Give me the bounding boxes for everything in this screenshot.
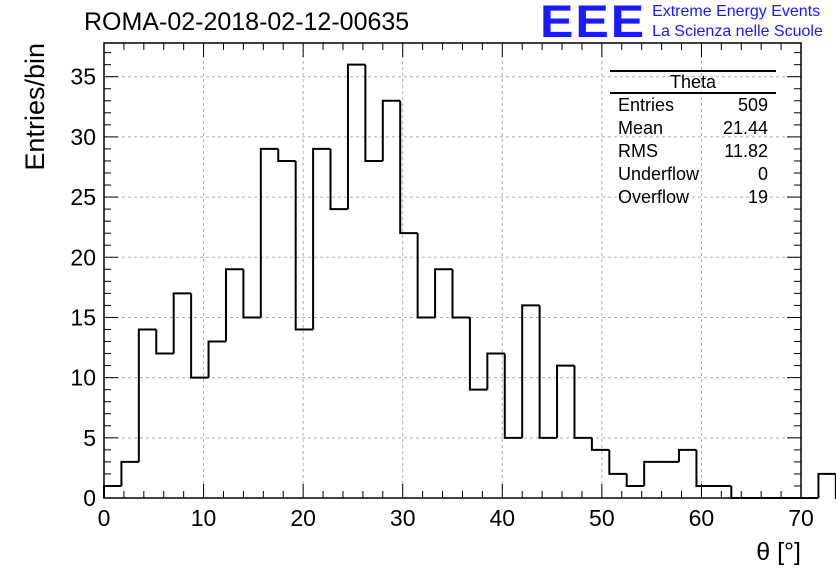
histogram-bin: [277, 148, 296, 162]
histogram-bin: [434, 268, 453, 318]
histogram-bin: [678, 448, 697, 462]
y-tick-label: 15: [70, 304, 96, 330]
histogram-bin: [590, 437, 610, 451]
stats-row-rms: RMS 11.82: [610, 140, 776, 163]
histogram-bin: [399, 100, 418, 235]
y-tick-label: 35: [70, 64, 96, 90]
histogram-bin: [521, 304, 540, 438]
histogram-bin: [503, 353, 523, 439]
logo-line-2: La Scienza nelle Scuole: [652, 23, 823, 40]
x-tick-label: 0: [98, 505, 111, 531]
y-tick-label: 10: [70, 365, 96, 391]
x-tick-label: 30: [390, 505, 416, 531]
eee-logo: EEE Extreme Energy Events La Scienza nel…: [540, 0, 823, 48]
logo-text: Extreme Energy Events La Scienza nelle S…: [652, 2, 823, 42]
stats-value: 509: [737, 95, 768, 115]
stats-box: Theta Entries 509 Mean 21.44 RMS 11.82 U…: [610, 70, 776, 209]
stats-row-mean: Mean 21.44: [610, 117, 776, 140]
y-tick-label: 30: [70, 124, 96, 150]
y-tick-label: 25: [70, 184, 96, 210]
histogram-bin: [608, 449, 627, 475]
histogram-bin: [625, 473, 645, 487]
histogram-bin: [137, 328, 157, 462]
x-tick-label: 40: [489, 505, 515, 531]
histogram-bin: [573, 365, 592, 439]
histogram-bin: [364, 64, 383, 162]
histogram-bin: [190, 293, 209, 379]
stats-label: Overflow: [618, 187, 690, 207]
stats-histogram-name: Theta: [610, 70, 776, 94]
histogram-bin: [242, 269, 261, 319]
histogram-bin: [207, 340, 226, 378]
run-title: ROMA-02-2018-02-12-00635: [84, 8, 410, 36]
histogram-bin: [643, 460, 662, 486]
x-tick-label: 50: [589, 505, 615, 531]
histogram-bin: [294, 160, 314, 331]
stats-value: 11.82: [724, 141, 768, 161]
x-tick-label: 70: [788, 505, 814, 531]
histogram-bin: [381, 99, 401, 161]
logo-line-1: Extreme Energy Events: [652, 3, 821, 20]
stats-label: Underflow: [618, 164, 700, 184]
stats-row-entries: Entries 509: [610, 94, 776, 117]
stats-label: Entries: [618, 95, 675, 115]
histogram-bin: [817, 472, 836, 498]
histogram-bin: [329, 148, 348, 211]
x-tick-label: 20: [290, 505, 316, 531]
histogram-bin: [312, 147, 331, 330]
histogram-bin: [172, 292, 192, 354]
logo-mark: EEE: [540, 0, 647, 47]
stats-value: 21.44: [722, 118, 768, 138]
y-axis-label: Entries/bin: [20, 43, 50, 171]
stats-label: Mean: [618, 118, 664, 138]
histogram-bin: [346, 63, 366, 210]
stats-row-overflow: Overflow 19: [610, 186, 776, 209]
histogram-bin: [695, 449, 714, 487]
histogram-bin: [451, 269, 470, 319]
histogram-bin: [224, 268, 244, 342]
histogram-bin: [730, 485, 749, 499]
y-tick-label: 20: [70, 244, 96, 270]
histogram-bin: [538, 305, 558, 439]
histogram-bin: [468, 317, 488, 391]
x-tick-label: 10: [191, 505, 217, 531]
histogram-bin: [259, 147, 279, 318]
x-axis-label: θ [°]: [756, 538, 801, 566]
histogram-bin: [556, 364, 575, 438]
x-tick-label: 60: [689, 505, 715, 531]
histogram-bin: [120, 460, 139, 486]
histogram-bin: [416, 233, 436, 319]
plot-frame: [103, 42, 802, 499]
stats-value: 19: [747, 187, 768, 207]
stats-label: RMS: [618, 141, 658, 161]
stats-value: 0: [757, 164, 768, 184]
y-tick-label: 5: [83, 425, 96, 451]
histogram-bin: [155, 329, 174, 355]
histogram-bin: [103, 484, 122, 498]
y-tick-label: 0: [83, 485, 96, 511]
stats-row-underflow: Underflow 0: [610, 163, 776, 186]
histogram-bin: [486, 352, 505, 390]
